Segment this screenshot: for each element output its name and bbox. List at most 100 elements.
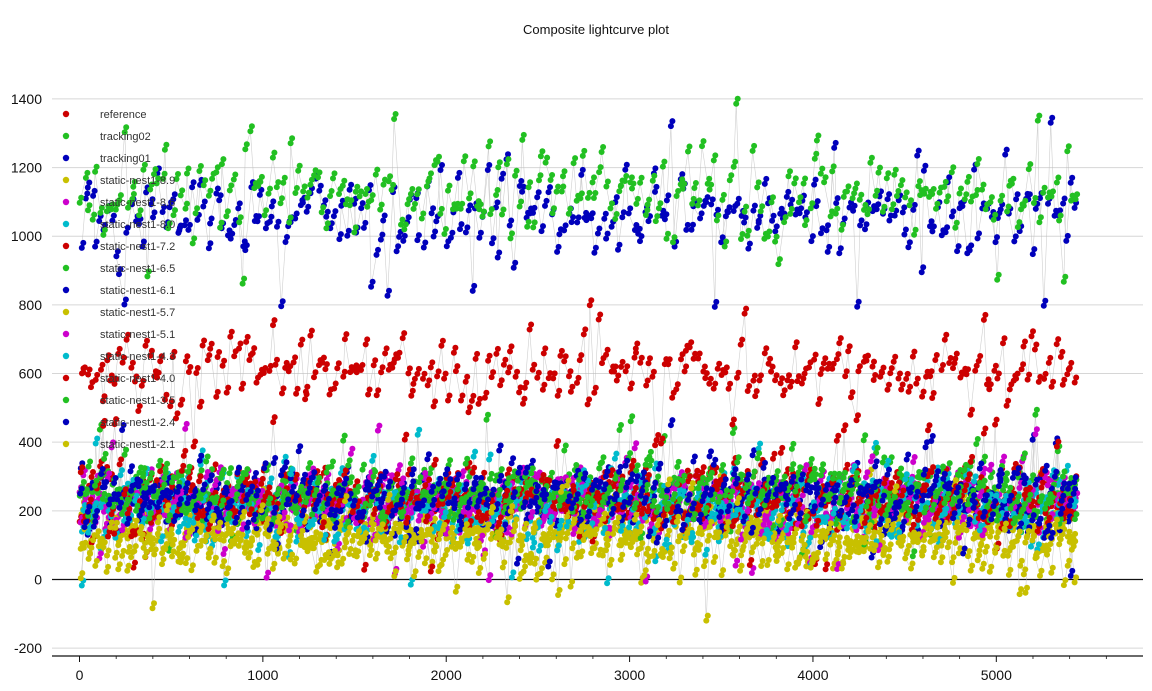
- data-point: [700, 464, 707, 471]
- data-point: [224, 480, 231, 486]
- data-point: [836, 534, 843, 541]
- data-point: [204, 469, 211, 475]
- data-point: [697, 541, 704, 548]
- data-point: [1067, 572, 1074, 579]
- data-point: [112, 554, 119, 561]
- data-point: [871, 529, 878, 536]
- data-point: [706, 532, 713, 539]
- data-point: [242, 549, 248, 556]
- data-point: [803, 462, 810, 469]
- data-point: [282, 478, 289, 485]
- data-point: [751, 468, 758, 475]
- data-point: [645, 472, 652, 478]
- data-point: [432, 515, 438, 522]
- data-point: [497, 514, 504, 521]
- data-point: [506, 466, 513, 473]
- data-point: [256, 542, 263, 548]
- data-point: [529, 509, 536, 515]
- data-point: [272, 455, 279, 461]
- data-point: [779, 444, 786, 451]
- data-point: [514, 477, 521, 484]
- data-point: [873, 458, 880, 465]
- data-point: [334, 552, 341, 559]
- data-point: [982, 453, 988, 460]
- data-point: [595, 512, 602, 519]
- data-point: [761, 476, 768, 483]
- data-point: [703, 546, 710, 553]
- data-point: [784, 522, 791, 528]
- data-point: [672, 486, 678, 492]
- data-point: [1029, 436, 1036, 443]
- data-point: [540, 472, 547, 478]
- data-point: [293, 471, 300, 478]
- data-point: [722, 532, 729, 539]
- data-point: [404, 556, 410, 563]
- data-point: [119, 467, 125, 474]
- data-point: [387, 555, 394, 562]
- data-point: [537, 542, 544, 549]
- data-point: [702, 551, 709, 558]
- data-point: [1012, 460, 1019, 467]
- data-point: [382, 468, 389, 475]
- data-point: [503, 497, 510, 504]
- data-point: [212, 461, 219, 468]
- data-point: [389, 472, 395, 479]
- data-point: [771, 450, 778, 457]
- data-point: [330, 458, 336, 465]
- data-point: [872, 507, 879, 514]
- data-point: [597, 507, 604, 514]
- data-point: [148, 470, 155, 477]
- data-point: [933, 544, 940, 551]
- data-point: [156, 525, 163, 532]
- data-point: [1061, 480, 1068, 487]
- data-point: [178, 472, 185, 479]
- chart-title: Composite lightcurve plot: [523, 22, 669, 37]
- data-point: [239, 531, 246, 538]
- data-point: [531, 560, 538, 567]
- data-point: [479, 532, 486, 539]
- data-point: [539, 565, 545, 572]
- data-point: [748, 570, 755, 576]
- data-point: [125, 548, 132, 555]
- data-point: [1035, 541, 1042, 548]
- data-point: [464, 455, 471, 462]
- data-point: [1033, 426, 1040, 433]
- data-point: [925, 516, 932, 523]
- data-point: [982, 425, 989, 432]
- data-point: [695, 546, 702, 553]
- data-point: [930, 537, 937, 544]
- data-point: [228, 530, 235, 537]
- data-point: [496, 477, 503, 484]
- data-point: [85, 529, 92, 536]
- data-point: [341, 432, 348, 439]
- data-point: [518, 538, 525, 545]
- data-point: [939, 537, 946, 544]
- data-point: [517, 547, 524, 554]
- data-point: [564, 513, 571, 520]
- data-point: [182, 425, 189, 432]
- data-point: [605, 575, 612, 582]
- data-point: [1072, 474, 1079, 481]
- data-point: [284, 514, 291, 521]
- data-point: [384, 548, 391, 555]
- data-point: [668, 544, 675, 551]
- data-point: [910, 459, 917, 465]
- data-point: [499, 564, 506, 571]
- data-point: [662, 541, 669, 548]
- data-point: [562, 556, 569, 563]
- data-point: [282, 453, 289, 460]
- data-point: [735, 528, 742, 535]
- data-point: [374, 550, 381, 557]
- data-point: [908, 476, 915, 483]
- data-point: [412, 535, 419, 541]
- data-point: [798, 537, 805, 544]
- data-point: [435, 536, 442, 543]
- data-point: [842, 514, 849, 521]
- data-point: [800, 532, 807, 539]
- data-point: [409, 471, 416, 478]
- data-point: [110, 439, 117, 446]
- data-point: [442, 509, 449, 516]
- data-point: [263, 574, 270, 581]
- data-point: [569, 578, 576, 585]
- data-point: [573, 462, 580, 468]
